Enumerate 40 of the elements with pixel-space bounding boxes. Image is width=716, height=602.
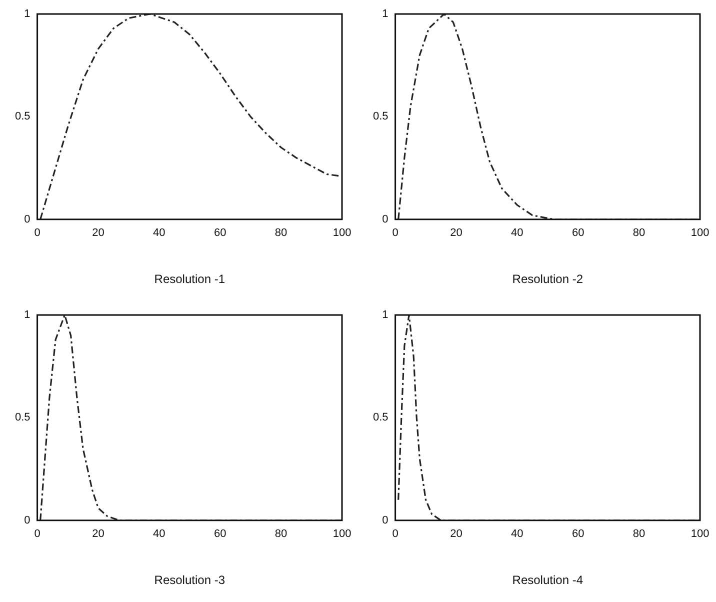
x-axis-title: Resolution -1: [154, 272, 226, 286]
x-tick-label: 80: [632, 227, 646, 240]
x-tick-label: 60: [572, 227, 584, 240]
x-tick-label: 0: [392, 227, 398, 240]
x-tick-label: 100: [332, 528, 352, 540]
x-tick-label: 100: [690, 227, 710, 240]
y-tick-label: 0.5: [372, 412, 388, 424]
x-tick-label: 60: [214, 227, 226, 240]
x-tick-label: 40: [153, 227, 166, 240]
x-tick-label: 20: [92, 528, 104, 540]
x-tick-label: 40: [511, 227, 524, 240]
x-tick-label: 20: [92, 227, 104, 240]
y-tick-label: 0.5: [372, 110, 388, 123]
x-axis-title: Resolution -3: [154, 573, 226, 588]
x-tick-label: 0: [34, 227, 40, 240]
x-tick-label: 80: [274, 227, 288, 240]
y-tick-label: 1: [382, 8, 388, 20]
y-tick-label: 1: [24, 8, 30, 20]
y-tick-label: 0.5: [14, 412, 30, 424]
x-tick-label: 40: [511, 528, 524, 540]
x-tick-label: 20: [450, 528, 462, 540]
y-tick-label: 1: [382, 309, 388, 322]
x-tick-label: 60: [572, 528, 584, 540]
x-axis-title: Resolution -2: [512, 272, 584, 286]
x-axis-title: Resolution -4: [512, 573, 584, 588]
x-tick-label: 80: [274, 528, 288, 540]
y-tick-label: 1: [24, 309, 30, 322]
x-tick-label: 40: [153, 528, 166, 540]
x-tick-label: 80: [632, 528, 646, 540]
x-tick-label: 0: [392, 528, 398, 540]
y-tick-label: 0.5: [14, 110, 30, 123]
x-tick-label: 100: [690, 528, 710, 540]
y-tick-label: 0: [382, 514, 388, 526]
x-tick-label: 0: [34, 528, 40, 540]
y-tick-label: 0: [24, 213, 30, 226]
y-tick-label: 0: [24, 514, 30, 526]
x-tick-label: 100: [332, 227, 352, 240]
x-tick-label: 60: [214, 528, 226, 540]
y-tick-label: 0: [382, 213, 388, 226]
x-tick-label: 20: [450, 227, 462, 240]
